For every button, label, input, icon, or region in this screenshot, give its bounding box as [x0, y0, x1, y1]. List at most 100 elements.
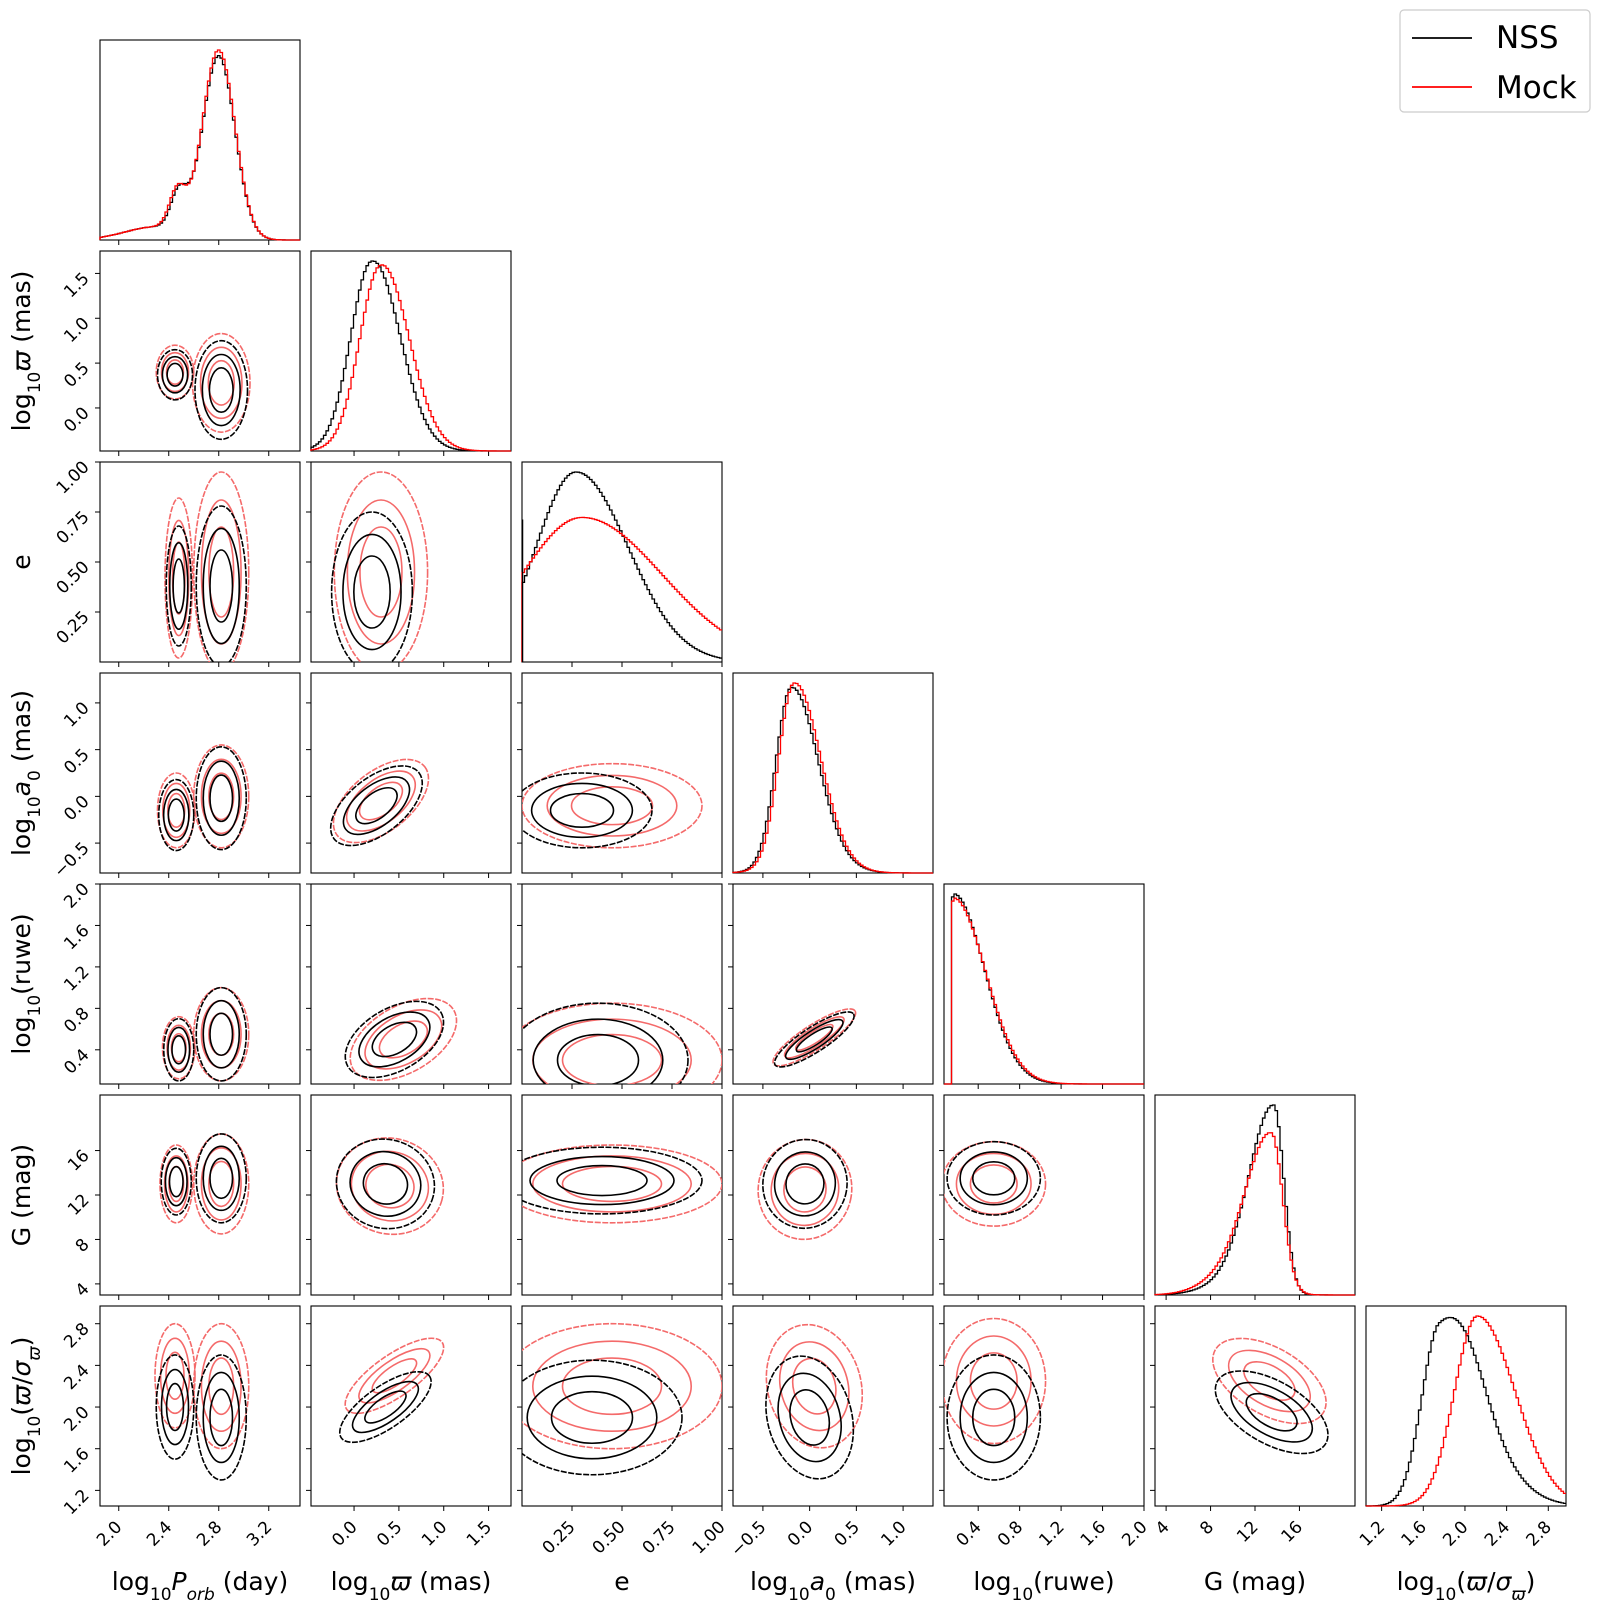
- contour-mock-level-3: [570, 785, 654, 826]
- contour-nss-level-2: [777, 1372, 842, 1463]
- contour-nss-level-3: [209, 549, 234, 623]
- contour-mock-level-3: [783, 1166, 827, 1213]
- x-tick-label-logP: 2.4: [143, 1517, 176, 1550]
- contour-mock-level-1: [192, 1133, 250, 1235]
- x-axis-label-logP: log10Porb (day): [112, 1567, 288, 1600]
- contour-nss-level-1: [344, 1000, 445, 1079]
- contour-nss-level-2: [162, 788, 190, 842]
- y-axis-label-snr: log10(ϖ/σϖ): [7, 1337, 45, 1476]
- contour-mock-level-1: [192, 986, 250, 1082]
- contour-nss-level-2: [530, 782, 634, 839]
- contour-mock-level-3: [359, 526, 403, 618]
- contour-nss-level-2: [201, 353, 241, 427]
- contour-mock-level-3: [208, 772, 235, 821]
- contours-G-vs-loga0: [757, 1138, 853, 1241]
- y-tick-label-G: 4: [72, 1279, 94, 1301]
- x-tick-label-loga0: 0.0: [784, 1517, 817, 1550]
- panel-snr-vs-logruwe: [943, 1305, 1145, 1507]
- contour-nss-level-2: [532, 1018, 664, 1084]
- contour-nss-level-2: [202, 527, 241, 645]
- contour-mock-level-1: [765, 1323, 864, 1449]
- contour-mock-level-1: [522, 762, 703, 849]
- contour-nss-level-3: [549, 792, 615, 829]
- contour-nss-level-1: [522, 1359, 683, 1476]
- y-tick-label-logruwe: 0.4: [60, 1045, 93, 1078]
- contours-e-vs-logplx: [330, 471, 429, 662]
- contour-mock-level-2: [778, 1341, 850, 1432]
- contour-nss-level-2: [168, 541, 189, 630]
- contour-nss-level-1: [946, 1354, 1042, 1481]
- contour-mock-level-2: [364, 1009, 443, 1070]
- x-tick-label-logplx: 0.0: [328, 1517, 361, 1550]
- panel-logP-vs-logP: [99, 39, 301, 241]
- contour-mock-level-2: [955, 1335, 1032, 1427]
- hist-logP-mock: [99, 49, 300, 241]
- contour-nss-level-1: [195, 505, 248, 662]
- contour-nss-level-1: [195, 986, 248, 1082]
- x-tick-label-loga0: 1.0: [877, 1517, 910, 1550]
- contour-nss-level-3: [353, 555, 391, 629]
- contour-mock-level-2: [166, 1024, 192, 1071]
- x-tick-label-G: 8: [1196, 1517, 1218, 1539]
- panel-loga0-vs-loga0: [732, 672, 934, 874]
- contour-nss-level-2: [202, 1145, 241, 1212]
- y-tick-label-loga0: −0.5: [50, 838, 93, 881]
- hist-snr-mock: [1366, 1315, 1566, 1507]
- contour-mock-level-2: [199, 346, 243, 420]
- y-tick-label-logruwe: 1.2: [60, 962, 93, 995]
- contour-nss-level-2: [161, 355, 189, 394]
- contour-mock-level-2: [783, 1016, 845, 1059]
- contour-nss-level-1: [195, 746, 248, 851]
- contour-nss-level-3: [165, 1382, 185, 1432]
- contour-mock-level-3: [378, 1020, 429, 1059]
- contour-nss-level-3: [171, 1035, 187, 1065]
- panel-logplx-vs-logplx: [310, 250, 512, 452]
- panel-snr-vs-e: [521, 1305, 723, 1507]
- contours-G-vs-logP: [159, 1133, 250, 1235]
- contour-nss-level-3: [362, 1162, 409, 1205]
- x-tick-label-G: 12: [1233, 1517, 1262, 1546]
- panel-G-vs-logplx: [310, 1094, 512, 1296]
- contour-mock-level-2: [770, 1152, 840, 1227]
- contour-mock-level-3: [207, 359, 235, 406]
- contour-nss-level-1: [773, 1011, 855, 1068]
- x-tick-label-loga0: −0.5: [727, 1517, 770, 1560]
- contour-mock-level-3: [561, 1357, 663, 1416]
- panel-e-vs-logplx: [310, 461, 512, 663]
- contour-nss-level-3: [168, 1165, 184, 1198]
- contours-loga0-vs-logplx: [329, 758, 430, 847]
- contours-snr-vs-G: [1212, 1337, 1329, 1455]
- x-tick-label-snr: 2.4: [1481, 1517, 1514, 1550]
- contour-nss-level-3: [209, 1388, 234, 1447]
- contour-mock-level-1: [1212, 1337, 1327, 1425]
- x-tick-label-e: 0.75: [639, 1517, 680, 1558]
- contours-logruwe-vs-loga0: [772, 1008, 857, 1068]
- contour-nss-level-2: [202, 999, 241, 1069]
- contour-mock-level-3: [791, 1357, 837, 1415]
- x-tick-label-logP: 2.8: [193, 1517, 226, 1550]
- contour-mock-level-3: [561, 1033, 663, 1084]
- y-tick-label-snr: 1.2: [60, 1486, 93, 1519]
- contour-nss-level-3: [209, 1012, 234, 1057]
- contour-nss-level-3: [971, 1388, 1016, 1447]
- contour-mock-level-2: [350, 1150, 430, 1222]
- panel-loga0-vs-logplx: [310, 672, 512, 874]
- panel-G-vs-logP: [99, 1094, 301, 1296]
- panel-snr-vs-loga0: [732, 1305, 934, 1507]
- contours-loga0-vs-e: [522, 762, 703, 849]
- y-tick-label-logplx: 0.5: [60, 359, 93, 392]
- contour-mock-level-1: [944, 1317, 1047, 1445]
- panel-logruwe-vs-logP: [99, 883, 301, 1085]
- contour-nss-level-1: [522, 772, 653, 849]
- y-tick-label-logplx: 1.5: [60, 269, 93, 302]
- legend: NSS Mock: [1399, 9, 1591, 113]
- contour-nss-level-2: [167, 1026, 191, 1073]
- y-tick-label-e: 1.00: [53, 457, 94, 498]
- panel-logruwe-vs-e: [521, 883, 723, 1085]
- y-axis-label-logplx: log10ϖ (mas): [7, 271, 45, 432]
- contour-nss-level-2: [784, 1018, 844, 1061]
- x-axis-label-logplx: log10ϖ (mas): [331, 1567, 492, 1600]
- contour-mock-level-1: [772, 1008, 857, 1067]
- contour-nss-level-3: [172, 558, 186, 614]
- contour-mock-level-2: [200, 999, 242, 1069]
